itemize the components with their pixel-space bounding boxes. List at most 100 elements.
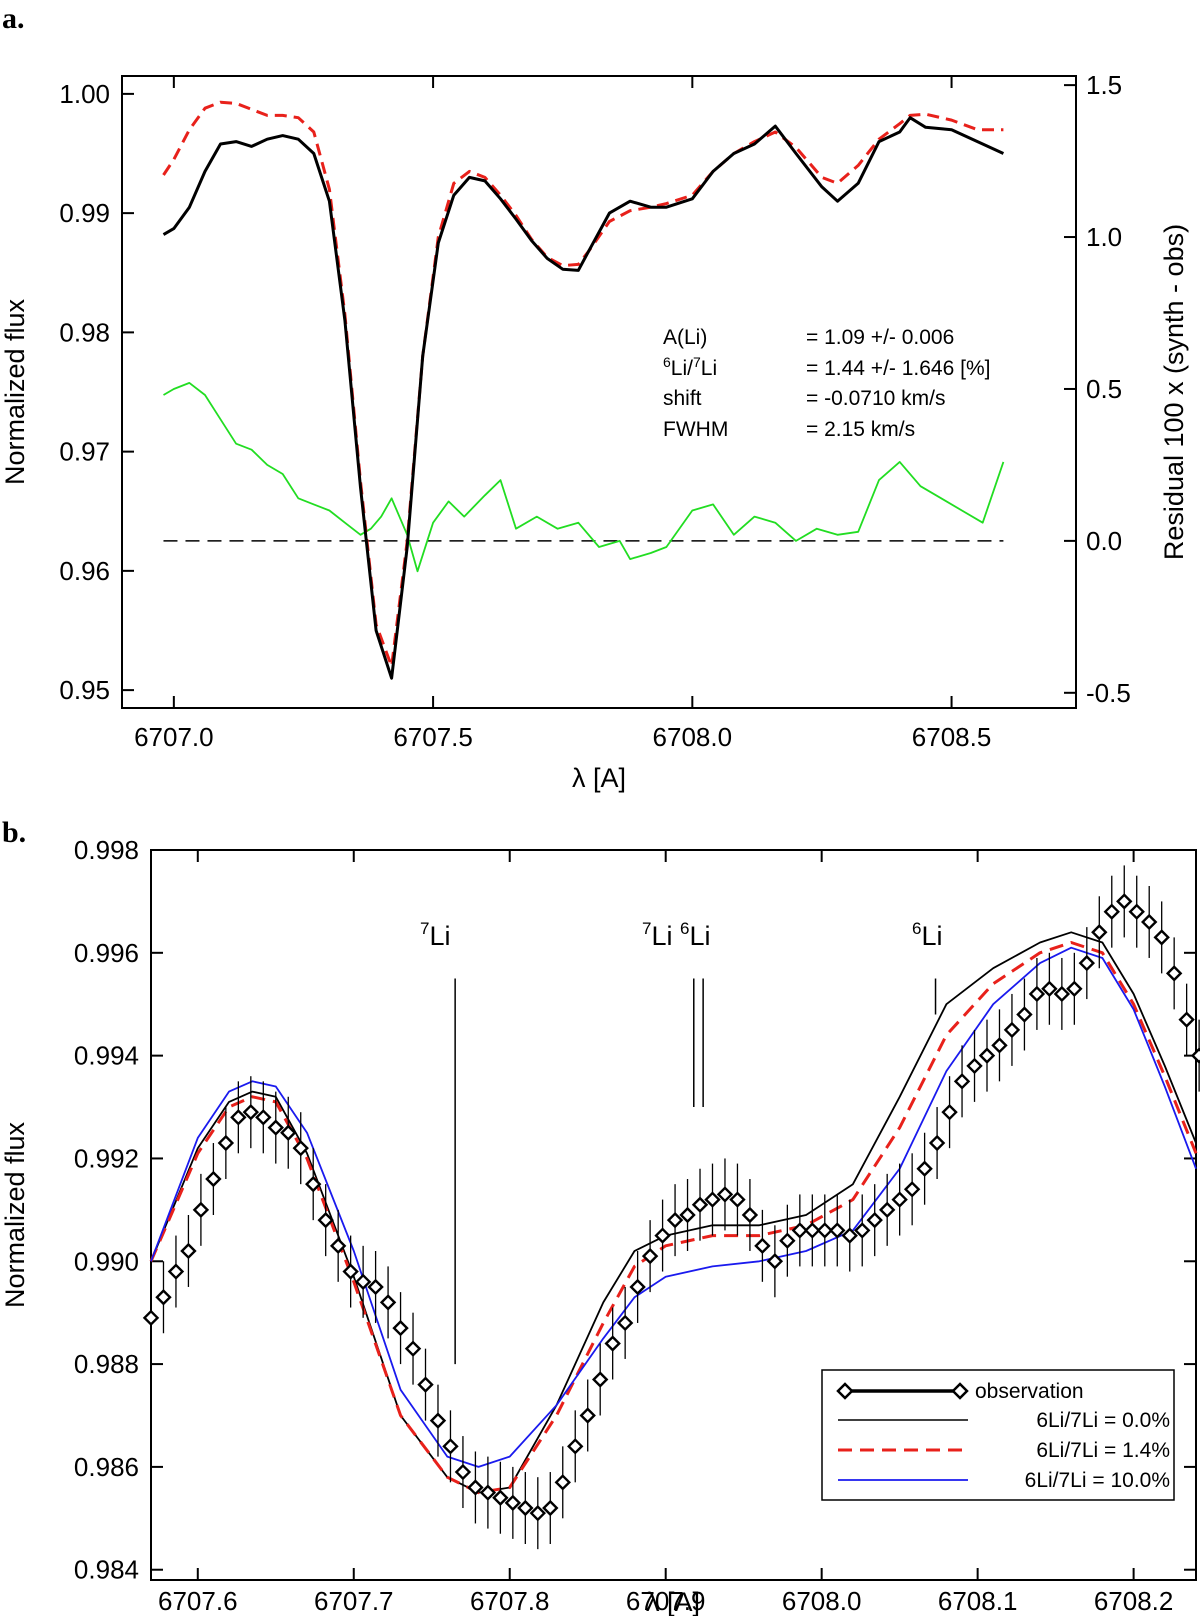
obs-point [591,1371,609,1388]
b-ytick-label: 0.996 [74,938,139,968]
b-xtick-label: 6707.6 [158,1586,238,1616]
a-ytick-right-label: 1.0 [1086,222,1122,252]
obs-point [554,1474,571,1491]
a-ytick-label: 0.95 [59,675,110,705]
obs-point [529,1504,547,1522]
obs-point [205,1170,222,1188]
obs-point [542,1499,559,1517]
marker-label-6li-sup: 6 [912,919,921,938]
marker-label-7li-text: Li [429,921,450,951]
panel-a-label: a. [2,2,25,35]
obs-point [941,1103,958,1121]
obs-point [641,1247,659,1265]
info-label-ratio-sup6: 6 [663,354,671,370]
info-label-fwhm: FWHM [663,418,728,441]
obs-point [716,1186,734,1203]
panel-b-ylabel: Normalized flux [0,1121,30,1308]
a-ytick-label: 0.97 [59,437,110,467]
obs-point [704,1191,721,1208]
obs-point [1028,985,1046,1003]
obs-point [467,1479,484,1496]
obs-point [829,1222,846,1239]
obs-point [1165,965,1183,982]
obs-point [230,1109,247,1126]
obs-point [367,1278,384,1296]
b-ytick-label: 0.994 [74,1041,139,1071]
panel-b-line-markers [454,978,937,1365]
panel-b-observation [142,865,1200,1550]
obs-point [604,1335,621,1352]
info-label-shift: shift [663,387,702,410]
obs-point [142,1309,160,1327]
obs-point [492,1489,509,1506]
obs-point [454,1463,472,1481]
legend-label-0: 6Li/7Li = 0.0% [1036,1409,1170,1432]
obs-point [417,1376,434,1393]
legend-label-1: 6Li/7Li = 1.4% [1036,1439,1170,1462]
panel-a-frame [121,75,1077,709]
panel-a: a. 6707.0 6707.5 6708.0 6708.5 0.95 0.96 0.97 0… [0,2,1189,793]
panel-b-xlabel: λ [A] [646,1587,700,1616]
info-value-fwhm: = 2.15 km/s [806,418,915,441]
obs-point [804,1222,821,1239]
obs-point [267,1119,284,1136]
obs-point [292,1139,309,1157]
obs-point [666,1211,684,1229]
obs-point [729,1191,746,1208]
obs-point [1016,1006,1033,1023]
obs-point [866,1211,883,1229]
panel-b-label: b. [2,816,26,849]
panel-a-series [162,100,1005,680]
obs-point [679,1206,696,1224]
obs-point [192,1201,210,1219]
a-xtick-label: 6708.0 [653,722,733,752]
obs-point [1141,913,1158,931]
obs-point [903,1181,921,1198]
info-label-ratio-li: Li/ [671,357,693,380]
legend-label-2: 6Li/7Li = 10.0% [1025,1469,1170,1492]
info-label-ratio-sup7: 7 [693,354,701,370]
a-xtick-label: 6707.5 [393,722,473,752]
obs-point [1003,1021,1021,1039]
b-xtick-label: 6707.7 [314,1586,394,1616]
a-ytick-label: 0.99 [59,198,110,228]
legend-label-observation: observation [975,1380,1084,1403]
obs-point [953,1073,971,1090]
marker-label-7li-sup: 7 [420,919,429,938]
obs-point [255,1109,272,1126]
marker-label-pair-sup7: 7 [642,919,651,938]
obs-point [280,1124,297,1141]
obs-point [916,1160,933,1177]
a-ytick-label: 0.96 [59,556,110,586]
obs-point [354,1273,372,1291]
b-ytick-label: 0.992 [74,1143,139,1173]
info-box: A(Li) = 1.09 +/- 0.006 6Li/7Li = 1.44 +/… [663,326,990,441]
info-value-ratio: = 1.44 +/- 1.646 [%] [806,357,990,380]
info-label-ratio: 6Li/7Li [663,354,717,380]
obs-point [878,1201,896,1219]
marker-label-7li: 7Li [420,919,450,951]
b-xtick-label: 6707.8 [470,1586,550,1616]
obs-point [616,1314,634,1332]
obs-point [242,1103,260,1121]
obs-point [217,1134,235,1152]
obs-point [891,1191,908,1208]
obs-point [155,1289,172,1306]
obs-point [317,1211,334,1229]
obs-point [392,1319,409,1337]
obs-point [567,1438,584,1455]
b-xtick-label: 6708.0 [782,1586,862,1616]
obs-point [479,1484,497,1501]
panel-a-ticks: 6707.0 6707.5 6708.0 6708.5 0.95 0.96 0.97 0.98… [59,70,1130,752]
obs-point [1041,980,1058,998]
obs-point [1091,924,1108,941]
a-series-residual [163,381,1005,573]
info-label-ratio-li2: Li [701,357,717,380]
obs-point [928,1134,946,1152]
a-ytick-label: 1.00 [59,79,110,109]
obs-point [342,1263,359,1280]
obs-point [854,1222,871,1239]
obs-point [517,1499,534,1517]
panel-a-xlabel: λ [A] [572,763,626,793]
